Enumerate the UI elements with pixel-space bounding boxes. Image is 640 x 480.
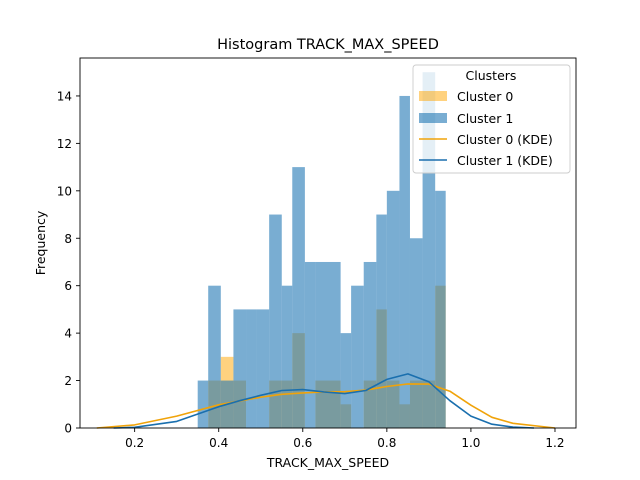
legend-label-cluster-0-kde: Cluster 0 (KDE) <box>457 132 553 147</box>
y-tick-label-1: 2 <box>64 374 72 388</box>
bar-series-1-bin-16 <box>386 190 400 428</box>
kde-layer <box>96 373 556 429</box>
bar-series-1-bin-8 <box>292 167 305 428</box>
bar-series-1-bin-7 <box>281 285 293 428</box>
bar-series-1-bin-18 <box>409 238 423 428</box>
x-tick-label-5: 1.2 <box>545 436 564 450</box>
bar-series-1-bin-20 <box>435 190 446 428</box>
y-tick-label-4: 8 <box>64 232 72 246</box>
bar-series-1-bin-1 <box>208 285 221 428</box>
y-axis-label: Frequency <box>33 210 48 275</box>
bar-series-1-bin-4 <box>246 309 257 428</box>
bar-series-1-bin-9 <box>304 261 316 428</box>
y-tick-label-0: 0 <box>64 422 72 436</box>
x-tick-label-4: 1.0 <box>461 436 480 450</box>
legend-title: Clusters <box>466 68 517 83</box>
bar-series-1-bin-11 <box>328 261 341 428</box>
bar-series-1-bin-6 <box>269 214 282 428</box>
x-axis-label: TRACK_MAX_SPEED <box>266 455 389 470</box>
plot-frame <box>79 57 577 429</box>
x-tick-label-3: 0.8 <box>377 436 396 450</box>
bar-series-1-bin-13 <box>351 285 364 428</box>
kde-line-series-2 <box>96 383 556 429</box>
legend-swatch-cluster-0 <box>419 91 447 101</box>
legend-label-cluster-1-kde: Cluster 1 (KDE) <box>457 153 553 168</box>
legend-label-cluster-1: Cluster 1 <box>457 111 513 126</box>
bar-series-1-bin-17 <box>399 95 410 428</box>
y-tick-label-5: 10 <box>57 184 72 198</box>
legend: Clusters Cluster 0 Cluster 1 Cluster 0 (… <box>412 64 571 174</box>
legend-label-cluster-0: Cluster 0 <box>457 89 513 104</box>
legend-swatch-cluster-1 <box>419 113 447 123</box>
y-tick-label-2: 4 <box>64 327 72 341</box>
bar-series-1-bin-0 <box>197 380 209 428</box>
y-tick-label-6: 12 <box>57 137 72 151</box>
bar-series-1-bin-14 <box>363 261 377 428</box>
bar-series-1-bin-12 <box>340 333 352 428</box>
bar-series-1-bin-10 <box>315 261 328 428</box>
chart-title: Histogram TRACK_MAX_SPEED <box>217 37 439 53</box>
legend-box <box>412 64 571 174</box>
y-tick-label-3: 6 <box>64 279 72 293</box>
bar-series-1-bin-15 <box>376 214 387 428</box>
kde-line-series-3 <box>113 373 535 429</box>
x-axis: 0.2 0.4 0.6 0.8 1.0 1.2 <box>125 428 565 450</box>
x-tick-label-1: 0.4 <box>209 436 228 450</box>
bar-series-1-bin-3 <box>233 309 247 428</box>
x-tick-label-2: 0.6 <box>293 436 312 450</box>
y-tick-label-7: 14 <box>57 89 72 103</box>
x-tick-label-0: 0.2 <box>125 436 144 450</box>
y-axis: 0 2 4 6 8 10 12 14 <box>57 89 80 436</box>
bar-series-1-bin-5 <box>256 309 270 428</box>
